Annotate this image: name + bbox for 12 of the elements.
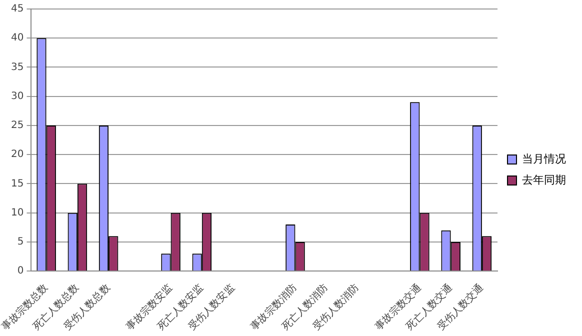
y-tick-label: 45 xyxy=(11,4,24,15)
y-tick-label: 25 xyxy=(11,120,24,132)
y-tick-label: 10 xyxy=(11,207,24,218)
y-tick-label: 0 xyxy=(17,266,24,277)
y-tick-label: 15 xyxy=(11,178,24,190)
y-tick-label: 5 xyxy=(17,236,24,248)
y-tick-label: 40 xyxy=(11,32,24,44)
y-tick-label: 20 xyxy=(11,149,24,160)
y-tick-label: 30 xyxy=(11,90,24,102)
y-tick-label: 35 xyxy=(11,62,24,73)
legend-label: 去年同期 xyxy=(522,173,566,186)
legend-label: 当月情况 xyxy=(522,152,566,166)
